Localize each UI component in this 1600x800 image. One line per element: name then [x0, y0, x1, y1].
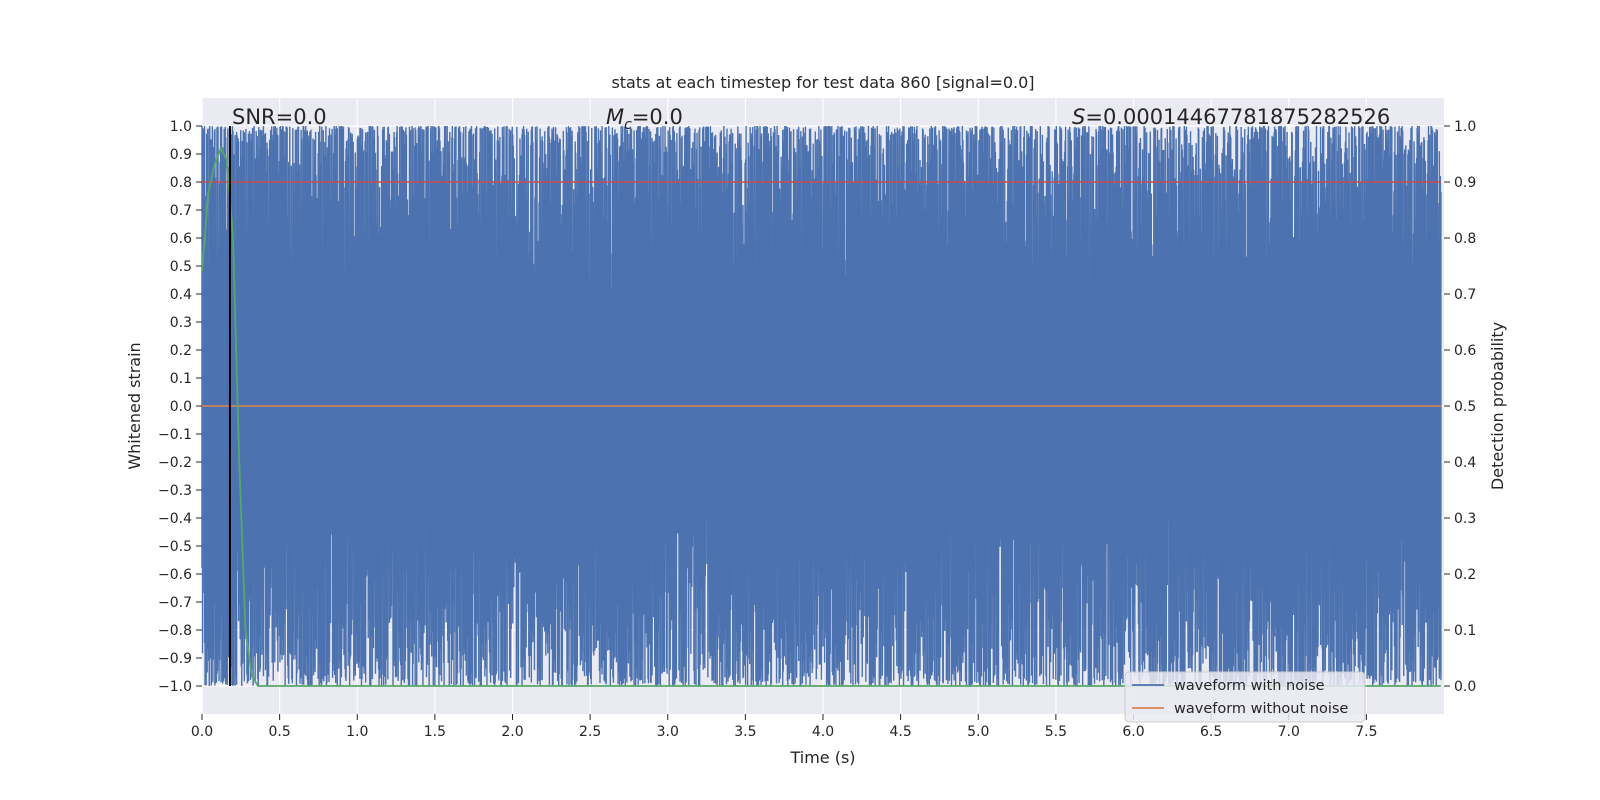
noise-waveform-core — [202, 288, 1441, 501]
legend-label-clean: waveform without noise — [1174, 701, 1348, 717]
x-tick-label: 0.0 — [191, 724, 213, 740]
y-tick-label: −1.0 — [158, 679, 192, 695]
y-tick-label: 0.7 — [170, 203, 192, 219]
y-tick-label: 0.0 — [170, 399, 192, 415]
right-axis-ticks: 1.0 0.9 0.8 0.7 0.6 0.5 0.4 0.3 0.2 0.1 0.0 — [1444, 119, 1476, 695]
x-tick-label: 7.0 — [1278, 724, 1300, 740]
snr-annotation: SNR=0.0 — [232, 105, 327, 129]
x-tick-label: 2.5 — [579, 724, 601, 740]
y-tick-label: −0.7 — [158, 595, 192, 611]
x-tick-label: 3.0 — [657, 724, 679, 740]
y2-axis-label: Detection probability — [1488, 322, 1507, 490]
s-value: =0.00014467781875282526 — [1085, 105, 1390, 129]
y-tick-label: 0.3 — [170, 315, 192, 331]
x-axis-label: Time (s) — [789, 748, 855, 767]
y2-tick-label: 0.4 — [1454, 455, 1476, 471]
y-tick-label: 0.5 — [170, 259, 192, 275]
s-annotation: S=0.00014467781875282526 — [1072, 105, 1390, 129]
chirp-mass-value: =0.0 — [632, 105, 683, 129]
y2-tick-label: 1.0 — [1454, 119, 1476, 135]
y2-tick-label: 0.0 — [1454, 679, 1476, 695]
y2-tick-label: 0.2 — [1454, 567, 1476, 583]
y-tick-label: 1.0 — [170, 119, 192, 135]
legend: waveform with noise waveform without noi… — [1125, 672, 1365, 722]
y-tick-label: −0.3 — [158, 483, 192, 499]
y-tick-label: −0.8 — [158, 623, 192, 639]
x-tick-label: 1.0 — [346, 724, 368, 740]
y-tick-label: −0.2 — [158, 455, 192, 471]
y-tick-label: −0.6 — [158, 567, 192, 583]
x-tick-label: 4.5 — [889, 724, 911, 740]
x-tick-label: 5.0 — [967, 724, 989, 740]
x-tick-label: 2.0 — [501, 724, 523, 740]
x-tick-label: 7.5 — [1355, 724, 1377, 740]
chart-title: stats at each timestep for test data 860… — [611, 73, 1034, 92]
chirp-mass-annotation: Mc=0.0 — [606, 105, 683, 133]
y-tick-label: 0.4 — [170, 287, 192, 303]
chirp-mass-symbol: M — [606, 105, 624, 129]
y2-tick-label: 0.5 — [1454, 399, 1476, 415]
y-axis-label: Whitened strain — [125, 342, 144, 469]
y2-tick-label: 0.1 — [1454, 623, 1476, 639]
y2-tick-label: 0.9 — [1454, 175, 1476, 191]
legend-label-noise: waveform with noise — [1174, 678, 1325, 694]
y2-tick-label: 0.6 — [1454, 343, 1476, 359]
y-tick-label: −0.4 — [158, 511, 192, 527]
x-tick-label: 1.5 — [424, 724, 446, 740]
x-tick-label: 5.5 — [1045, 724, 1067, 740]
y2-tick-label: 0.7 — [1454, 287, 1476, 303]
y2-tick-label: 0.8 — [1454, 231, 1476, 247]
y-tick-label: 0.1 — [170, 371, 192, 387]
left-axis-ticks: 1.0 0.9 0.8 0.7 0.6 0.5 0.4 0.3 0.2 0.1 0.0 −0.1 −0.… — [158, 119, 202, 695]
x-tick-label: 4.0 — [812, 724, 834, 740]
y-tick-label: 0.9 — [170, 147, 192, 163]
y-tick-label: −0.5 — [158, 539, 192, 555]
x-tick-label: 6.5 — [1200, 724, 1222, 740]
x-tick-label: 6.0 — [1122, 724, 1144, 740]
x-tick-label: 3.5 — [734, 724, 756, 740]
y2-tick-label: 0.3 — [1454, 511, 1476, 527]
y-tick-label: −0.1 — [158, 427, 192, 443]
y-tick-label: 0.6 — [170, 231, 192, 247]
s-symbol: S — [1072, 105, 1085, 129]
y-tick-label: −0.9 — [158, 651, 192, 667]
x-tick-label: 0.5 — [268, 724, 290, 740]
y-tick-label: 0.8 — [170, 175, 192, 191]
y-tick-label: 0.2 — [170, 343, 192, 359]
